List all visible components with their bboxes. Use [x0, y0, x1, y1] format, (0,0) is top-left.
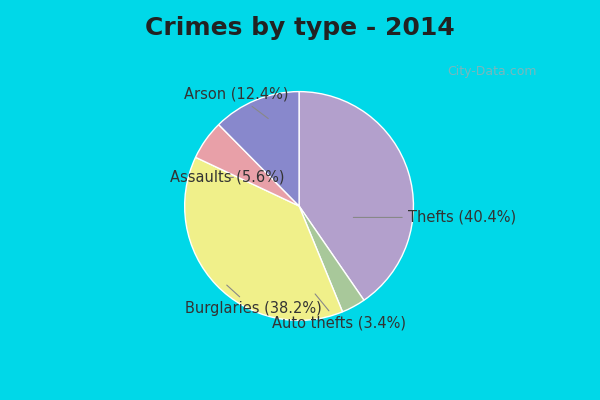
Wedge shape: [185, 157, 343, 320]
Text: Assaults (5.6%): Assaults (5.6%): [170, 170, 285, 185]
Text: Burglaries (38.2%): Burglaries (38.2%): [185, 285, 322, 316]
Text: Auto thefts (3.4%): Auto thefts (3.4%): [272, 294, 406, 331]
Text: Crimes by type - 2014: Crimes by type - 2014: [145, 16, 455, 40]
Wedge shape: [196, 125, 299, 206]
Wedge shape: [299, 92, 413, 300]
Text: City-Data.com: City-Data.com: [447, 66, 537, 78]
Text: Arson (12.4%): Arson (12.4%): [184, 87, 289, 118]
Wedge shape: [218, 92, 299, 206]
Wedge shape: [299, 206, 364, 312]
Text: Thefts (40.4%): Thefts (40.4%): [353, 210, 516, 225]
